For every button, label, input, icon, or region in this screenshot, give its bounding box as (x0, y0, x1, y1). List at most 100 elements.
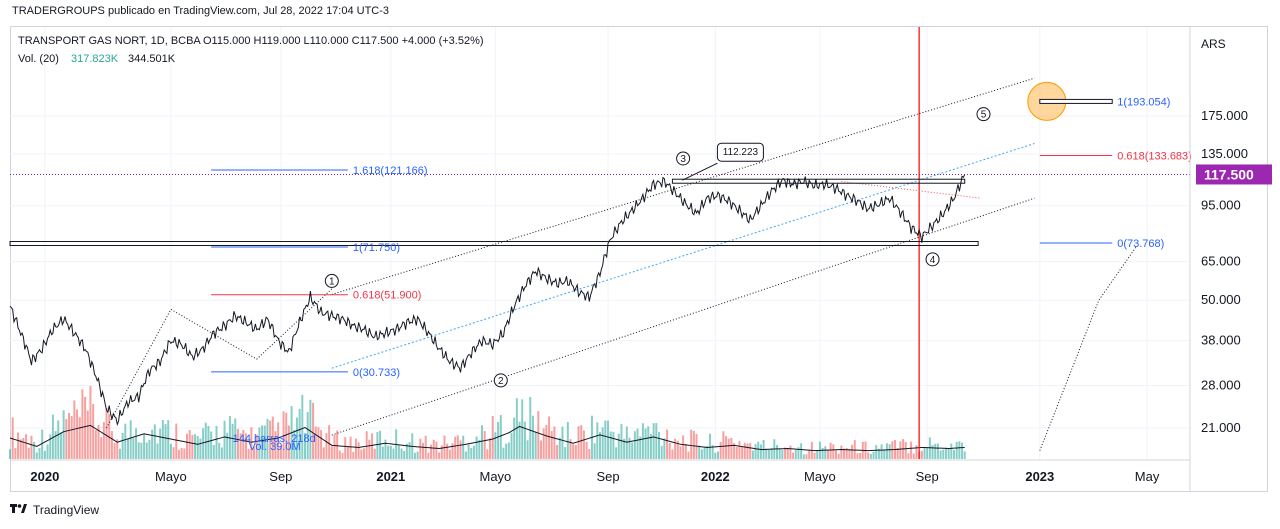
time-tick-label: Sep (269, 469, 292, 484)
volume-bar (314, 426, 317, 459)
volume-bar (236, 428, 239, 459)
volume-bar (703, 446, 706, 459)
time-tick-label: 2021 (376, 469, 405, 484)
tradingview-logo-icon (10, 502, 28, 517)
volume-bar (741, 447, 744, 459)
volume-bar (730, 438, 733, 459)
volume-bar (306, 412, 309, 459)
volume-bar (920, 450, 923, 459)
volume-bar (523, 421, 526, 459)
volume-bar (767, 449, 770, 459)
volume-bar (263, 425, 266, 459)
volume-bar (521, 399, 524, 459)
volume-bar (585, 441, 588, 459)
volume-bar (379, 430, 382, 459)
volume-bar (70, 415, 73, 459)
volume-bar (27, 447, 30, 459)
volume-bar (679, 446, 682, 459)
volume-bar (102, 422, 105, 459)
volume-bar (556, 444, 559, 459)
footer: TradingView (10, 502, 99, 517)
volume-bar (196, 436, 199, 459)
volume-bar (564, 447, 567, 459)
volume-bar (25, 434, 28, 459)
fib-level-label: 1(71.750) (353, 242, 400, 254)
volume-bar (545, 424, 548, 459)
volume-bar (422, 442, 424, 459)
volume-bar (349, 436, 352, 459)
volume-bar (808, 450, 811, 459)
volume-bar (177, 449, 180, 459)
volume-bar (279, 446, 282, 459)
volume-bar (121, 432, 124, 459)
price-series-line (9, 174, 966, 427)
volume-bar (338, 450, 341, 459)
callout-box (716, 142, 764, 162)
volume-bar (245, 433, 247, 459)
volume-bar (751, 450, 754, 459)
price-tick-label: 38.000 (1201, 333, 1241, 348)
volume-bar (534, 432, 537, 459)
wave-label-circle (925, 252, 940, 267)
volume-bar (403, 451, 406, 459)
volume-bar (609, 431, 612, 459)
volume-bar (456, 435, 459, 459)
volume-bar (885, 443, 888, 459)
volume-bar (644, 428, 647, 459)
volume-bar (566, 421, 569, 459)
resistance-level (671, 178, 966, 184)
volume-bar (663, 438, 666, 459)
volume-bar (73, 400, 76, 459)
callout-pointer (682, 162, 718, 181)
volume-bar (266, 418, 269, 459)
footer-brand[interactable]: TradingView (33, 502, 100, 517)
time-tick-label: 2023 (1025, 469, 1054, 484)
volume-bar (963, 451, 966, 459)
volume-bar (118, 448, 121, 459)
volume-bar (269, 420, 272, 459)
volume-bar (46, 444, 49, 459)
volume-bar (333, 434, 336, 459)
volume-bar (542, 428, 545, 459)
volume-bar (62, 410, 65, 459)
volume-bar (97, 424, 100, 459)
volume-bar (419, 438, 422, 459)
last-price-badge (1196, 164, 1272, 185)
volume-bar (210, 431, 213, 459)
time-axis: 2020 Mayo Sep 2021 Mayo Sep 2022 Mayo Sep 2023 May (10, 459, 1190, 484)
volume-bar (341, 452, 344, 459)
volume-bar (384, 439, 387, 459)
price-line (9, 174, 966, 427)
volume-bar (427, 452, 430, 459)
volume-bar (285, 412, 288, 459)
volume-bar (719, 441, 722, 459)
volume-bar (9, 449, 11, 459)
volume-bar (204, 422, 207, 459)
wave-label: 5 (981, 110, 987, 121)
volume-bar (615, 447, 618, 459)
volume-bar (931, 445, 934, 459)
volume-bar (365, 431, 368, 459)
volume-bar (19, 439, 22, 459)
volume-bar (529, 397, 532, 459)
volume-bar (49, 434, 52, 459)
volume-bar (558, 437, 561, 459)
volume-bar (623, 438, 626, 459)
volume-bar (658, 431, 660, 459)
volume-bar (792, 452, 795, 459)
volume-bar (43, 450, 46, 459)
volume-bar (462, 435, 465, 459)
volume-bar (518, 421, 521, 459)
volume-bar (824, 446, 827, 459)
volume-bar (647, 426, 650, 459)
volume-bar (317, 427, 320, 459)
volume-bar (169, 443, 172, 459)
volume-bar (105, 408, 108, 459)
volume-bar (674, 438, 677, 459)
wave-label: 2 (498, 376, 504, 387)
volume-bar (505, 443, 508, 459)
volume-bar (786, 448, 789, 459)
volume-bar (875, 445, 878, 459)
volume-bar (360, 449, 363, 459)
